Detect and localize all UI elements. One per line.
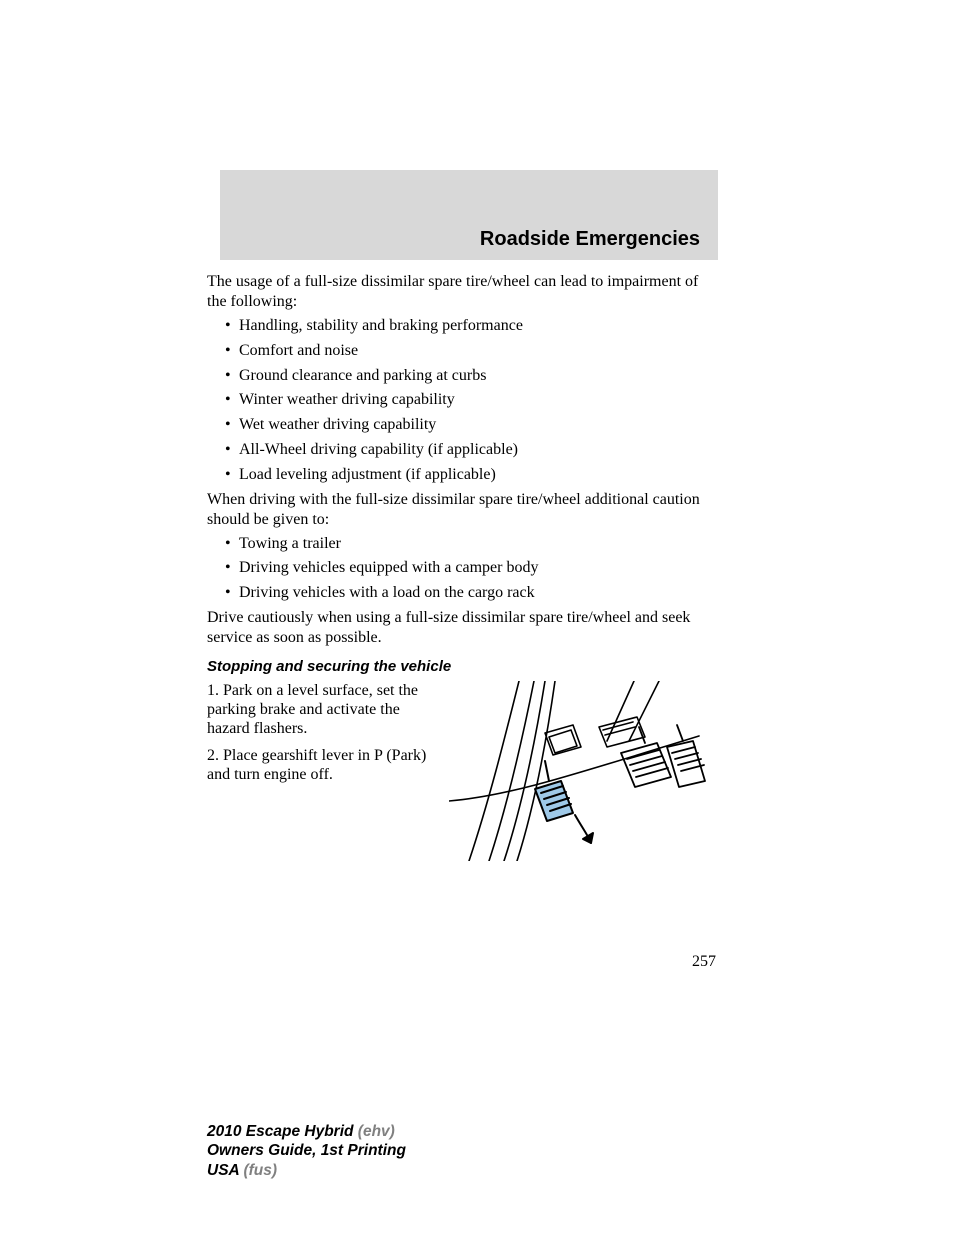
cautions-list: Towing a trailer Driving vehicles equipp…: [207, 534, 718, 604]
footer-line-3: USA (fus): [207, 1161, 406, 1180]
list-item: Load leveling adjustment (if applicable): [225, 465, 718, 486]
footer-line-2: Owners Guide, 1st Printing: [207, 1141, 406, 1160]
list-item: Ground clearance and parking at curbs: [225, 366, 718, 387]
caution-intro-paragraph: When driving with the full-size dissimil…: [207, 490, 718, 530]
list-item: Wet weather driving capability: [225, 415, 718, 436]
footer-region: USA: [207, 1162, 239, 1179]
list-item: Driving vehicles equipped with a camper …: [225, 558, 718, 579]
steps-column: 1. Park on a level surface, set the park…: [207, 681, 439, 867]
subhead-stopping: Stopping and securing the vehicle: [207, 658, 718, 677]
list-item: Winter weather driving capability: [225, 390, 718, 411]
list-item: All-Wheel driving capability (if applica…: [225, 440, 718, 461]
footer-code-2: (fus): [243, 1162, 277, 1179]
list-item: Handling, stability and braking performa…: [225, 316, 718, 337]
footer-line-1: 2010 Escape Hybrid (ehv): [207, 1122, 406, 1141]
list-item: Comfort and noise: [225, 341, 718, 362]
list-item: Towing a trailer: [225, 534, 718, 555]
footer-code-1: (ehv): [358, 1123, 395, 1140]
parking-brake-diagram: [449, 681, 709, 861]
footer-model: 2010 Escape Hybrid: [207, 1123, 353, 1140]
intro-paragraph: The usage of a full-size dissimilar spar…: [207, 272, 718, 312]
impairments-list: Handling, stability and braking performa…: [207, 316, 718, 486]
section-header: Roadside Emergencies: [220, 228, 718, 251]
list-item: Driving vehicles with a load on the carg…: [225, 583, 718, 604]
caution-outro-paragraph: Drive cautiously when using a full-size …: [207, 608, 718, 648]
step-1: 1. Park on a level surface, set the park…: [207, 681, 439, 739]
footer-block: 2010 Escape Hybrid (ehv) Owners Guide, 1…: [207, 1122, 406, 1180]
steps-and-figure-row: 1. Park on a level surface, set the park…: [207, 681, 718, 867]
page-content: The usage of a full-size dissimilar spar…: [207, 272, 718, 867]
page-number: 257: [692, 953, 716, 971]
step-2: 2. Place gearshift lever in P (Park) and…: [207, 746, 439, 784]
figure-column: [449, 681, 718, 867]
